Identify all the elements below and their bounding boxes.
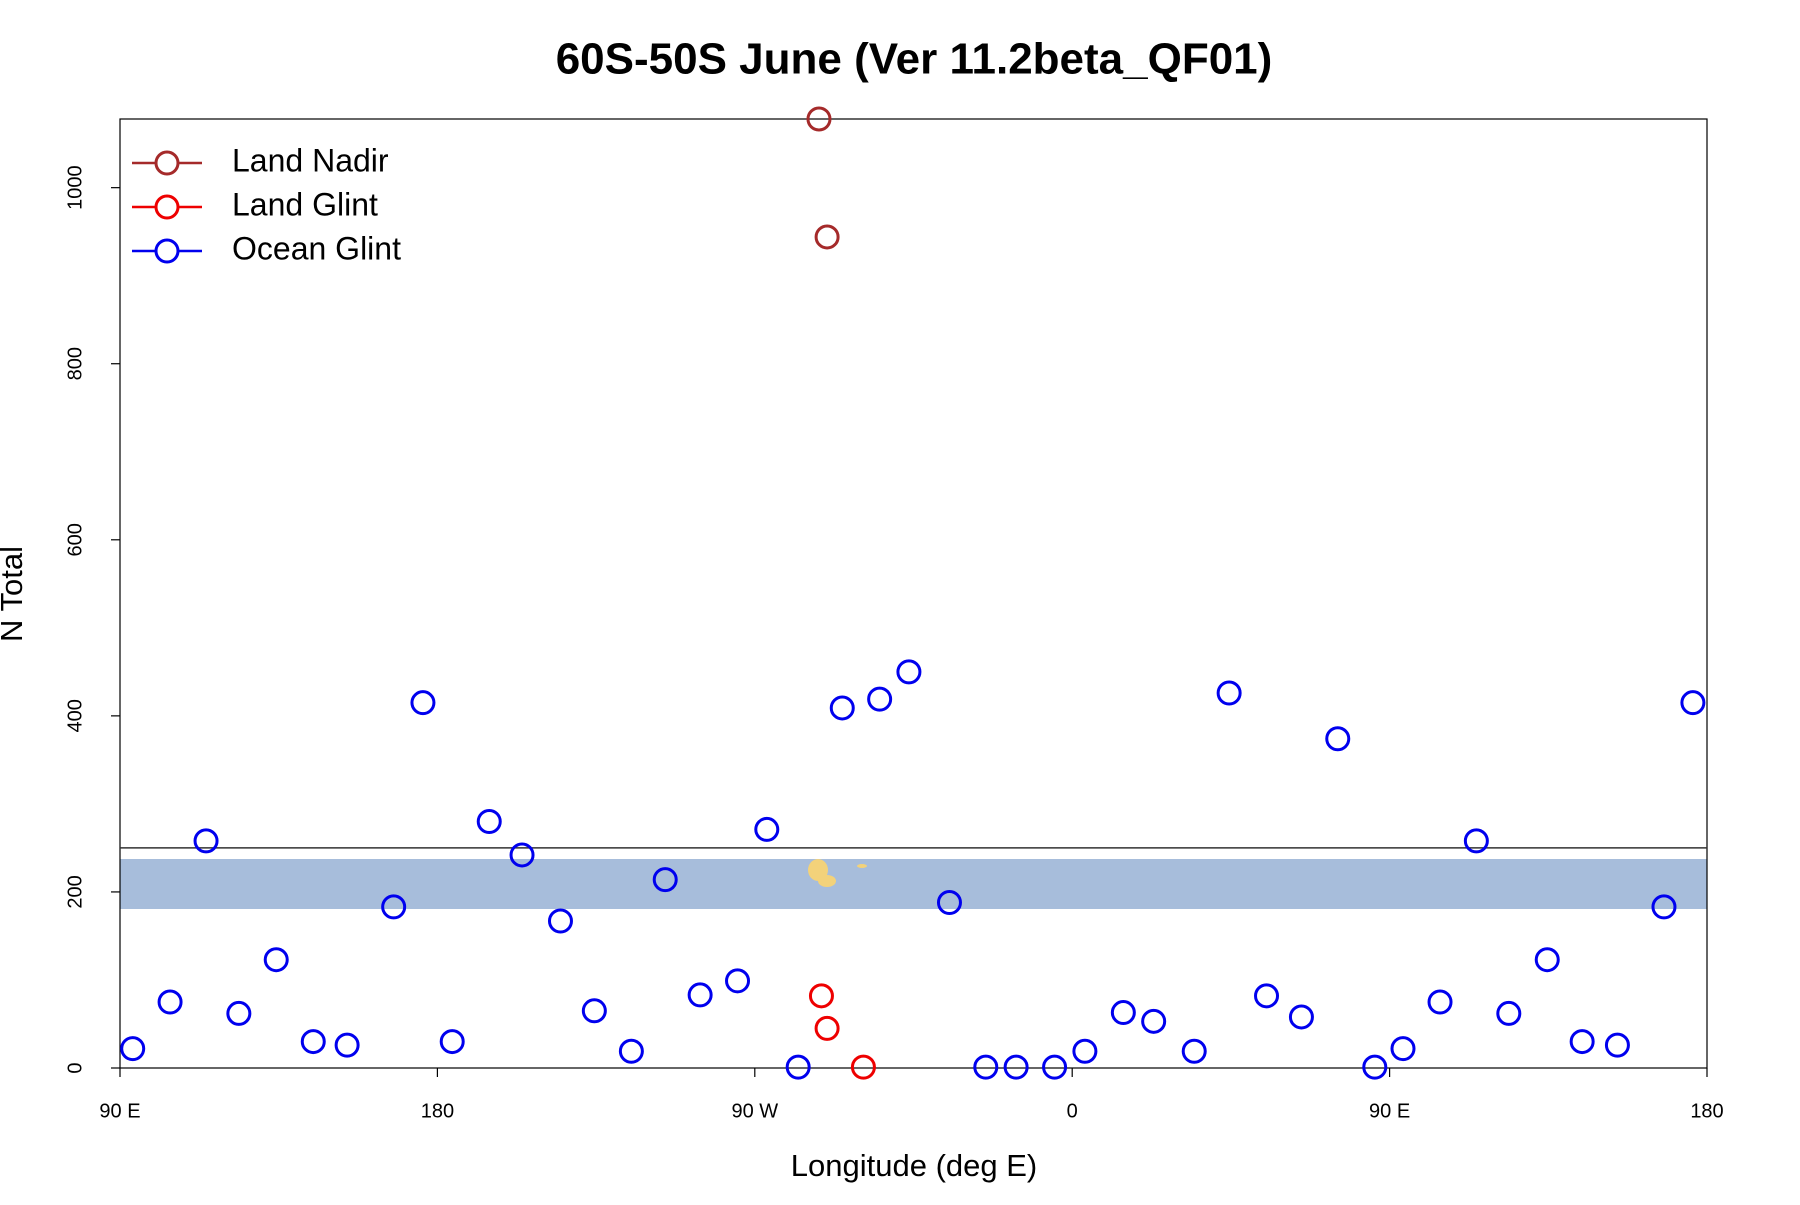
legend-label: Land Glint [232,186,378,222]
point [334,1032,360,1058]
legend-label: Land Nadir [232,142,389,178]
point [1042,1054,1068,1080]
y-tick-label: 1000 [64,165,86,210]
point [1534,947,1560,973]
point [1072,1038,1098,1064]
point [1288,1004,1314,1030]
point [806,106,832,132]
point [808,983,834,1009]
point [157,989,183,1015]
x-axis-label: Longitude (deg E) [791,1148,1037,1183]
point [1463,828,1489,854]
chart-title: 60S-50S June (Ver 11.2beta_QF01) [556,35,1273,84]
point [725,968,751,994]
point [1141,1008,1167,1034]
x-tick-label: 90 W [731,1100,778,1122]
point [263,947,289,973]
point [936,889,962,915]
point [850,1054,876,1080]
point [867,686,893,712]
point [226,1000,252,1026]
point [973,1054,999,1080]
point [1496,1000,1522,1026]
y-tick-label: 0 [64,1062,86,1073]
legend-marker [154,238,180,264]
x-tick-label: 180 [421,1100,454,1122]
y-axis-label: N Total [0,546,29,642]
point [1325,726,1351,752]
point [1254,983,1280,1009]
land-patch [808,859,828,881]
plot-frame [119,118,1708,1069]
point [1390,1036,1416,1062]
point [754,816,780,842]
point [1216,680,1242,706]
point [652,867,678,893]
point [785,1054,811,1080]
legend-label: Ocean Glint [232,230,401,266]
point [1569,1029,1595,1055]
point [896,659,922,685]
point [618,1038,644,1064]
x-tick-label: 90 E [99,1100,140,1122]
land-patch [818,875,836,887]
point [300,1029,326,1055]
point [547,908,573,934]
point [410,690,436,716]
point [1680,690,1706,716]
point [814,1015,840,1041]
y-tick-label: 400 [64,699,86,732]
x-tick-label: 0 [1067,1100,1078,1122]
point [1110,1000,1136,1026]
y-tick-label: 800 [64,347,86,380]
legend-marker [154,150,180,176]
point [381,894,407,920]
y-tick-label: 200 [64,875,86,908]
point [1003,1054,1029,1080]
point [814,224,840,250]
point [1362,1054,1388,1080]
point [1427,989,1453,1015]
point [1604,1032,1630,1058]
point [1651,894,1677,920]
legend-marker [154,194,180,220]
point [687,982,713,1008]
x-tick-label: 90 E [1369,1100,1410,1122]
point [1181,1038,1207,1064]
point [120,1036,146,1062]
point [476,809,502,835]
point [193,828,219,854]
y-tick-label: 600 [64,523,86,556]
x-tick-label: 180 [1690,1100,1723,1122]
point [829,695,855,721]
land-patch [857,864,867,868]
map-strip [120,859,1707,909]
point [439,1029,465,1055]
point [581,998,607,1024]
point [509,842,535,868]
